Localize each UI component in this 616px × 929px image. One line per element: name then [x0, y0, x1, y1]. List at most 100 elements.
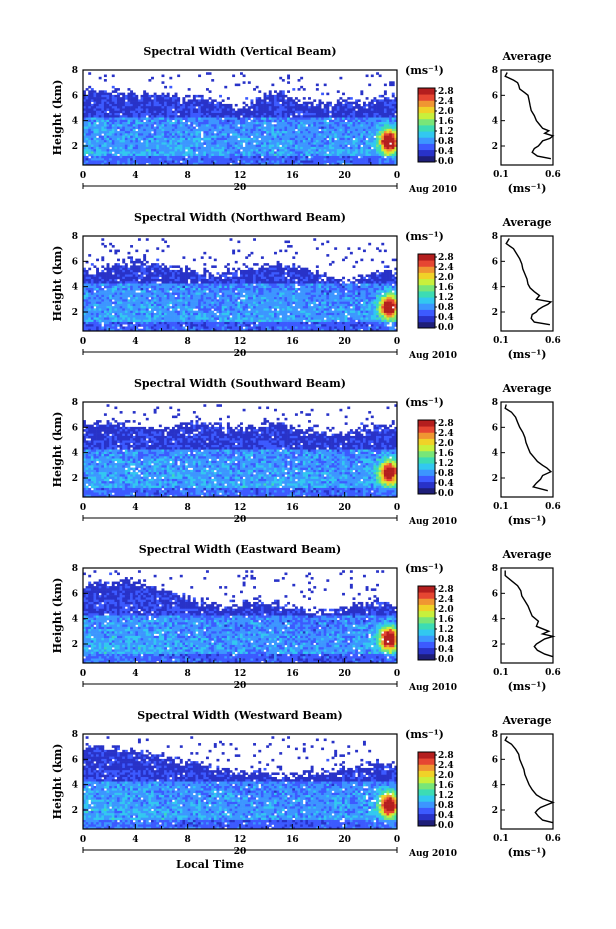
heatmap-cell [124, 263, 128, 266]
heatmap-cell [284, 142, 288, 145]
heatmap-cell [177, 103, 181, 107]
heatmap-cell [226, 128, 230, 132]
heatmap-cell [368, 101, 372, 105]
heatmap-cell [137, 310, 141, 314]
heatmap-cell [271, 144, 275, 148]
heatmap-cell [88, 294, 92, 298]
heatmap-cell [103, 146, 107, 150]
heatmap-cell [226, 142, 230, 145]
heatmap-cell [177, 312, 181, 316]
heatmap-cell [190, 283, 194, 287]
heatmap-cell [305, 122, 309, 125]
heatmap-cell [287, 140, 291, 143]
heatmap-cell [135, 153, 139, 157]
heatmap-cell [211, 131, 215, 134]
heatmap-cell [195, 278, 199, 282]
heatmap-cell [143, 94, 147, 98]
heatmap-cell [130, 124, 134, 127]
heatmap-cell [187, 317, 191, 320]
heatmap-cell [151, 137, 154, 141]
heatmap-cell [192, 315, 196, 318]
heatmap-cell [148, 310, 152, 314]
heatmap-cell [394, 162, 398, 166]
heatmap-cell [127, 133, 131, 136]
heatmap-cell [370, 144, 374, 148]
heatmap-cell [195, 324, 199, 327]
heatmap-cell [143, 144, 147, 148]
heatmap-cell [88, 108, 92, 112]
heatmap-cell [192, 119, 196, 123]
heatmap-cell [83, 297, 86, 300]
heatmap-cell [140, 319, 144, 323]
heatmap-cell [242, 124, 246, 127]
heatmap-cell [166, 112, 170, 116]
heatmap-cell [323, 131, 327, 134]
heatmap-cell [360, 108, 364, 112]
heatmap-cell [153, 119, 157, 123]
heatmap-cell [242, 101, 246, 105]
heatmap-cell [117, 99, 120, 102]
profile-line [504, 72, 555, 160]
heatmap-cell [166, 119, 170, 123]
colorbar-swatch [418, 100, 435, 107]
heatmap-cell [349, 146, 353, 150]
heatmap-cell [347, 117, 351, 121]
heatmap-cell [365, 151, 369, 154]
heatmap-cell [294, 158, 298, 161]
heatmap-cell [127, 324, 131, 327]
heatmap-cell [98, 272, 102, 275]
heatmap-cell [232, 142, 236, 145]
heatmap-cell [394, 117, 398, 121]
heatmap-cell [391, 106, 395, 109]
heatmap-cell [310, 128, 314, 132]
heatmap-cell [383, 112, 387, 116]
heatmap-cell [321, 149, 325, 152]
heatmap-cell [258, 99, 262, 102]
heatmap-cell [378, 137, 382, 141]
heatmap-cell [352, 142, 356, 145]
heatmap-cell [242, 74, 246, 78]
heatmap-cell [373, 128, 377, 132]
heatmap-cell [83, 274, 86, 278]
heatmap-cell [106, 131, 110, 134]
heatmap-cell [229, 124, 233, 127]
heatmap-cell [161, 155, 165, 159]
heatmap-cell [103, 101, 107, 105]
heatmap-cell [98, 306, 102, 309]
heatmap-cell [271, 158, 275, 161]
heatmap-cell [101, 269, 105, 273]
heatmap-cell [103, 328, 107, 332]
heatmap-cell [226, 110, 230, 114]
heatmap-cell [323, 83, 327, 87]
heatmap-cell [90, 299, 94, 302]
heatmap-cell [132, 140, 136, 143]
heatmap-cell [386, 108, 390, 112]
heatmap-cell [263, 160, 267, 164]
heatmap-cell [276, 101, 280, 105]
heatmap-cell [109, 103, 113, 107]
heatmap-cell [219, 106, 222, 109]
heatmap-cell [370, 151, 374, 154]
heatmap-cell [268, 135, 272, 139]
heatmap-cell [130, 274, 134, 278]
heatmap-cell [122, 106, 126, 109]
heatmap-cell [268, 142, 272, 145]
heatmap-cell [383, 142, 387, 145]
heatmap-cell [153, 308, 157, 311]
heatmap-cell [190, 153, 194, 157]
heatmap-cell [185, 306, 188, 309]
heatmap-cell [208, 310, 212, 314]
heatmap-cell [83, 321, 86, 325]
heatmap-cell [103, 90, 107, 93]
heatmap-cell [281, 146, 285, 150]
heatmap-cell [294, 108, 298, 112]
heatmap-cell [145, 276, 149, 280]
heatmap-cell [93, 299, 97, 302]
heatmap-cell [169, 142, 173, 145]
heatmap-cell [164, 281, 168, 284]
heatmap-cell [336, 106, 340, 109]
heatmap-cell [127, 112, 131, 116]
heatmap-cell [101, 153, 105, 157]
heatmap-cell [200, 297, 204, 300]
heatmap-cell [310, 153, 314, 157]
